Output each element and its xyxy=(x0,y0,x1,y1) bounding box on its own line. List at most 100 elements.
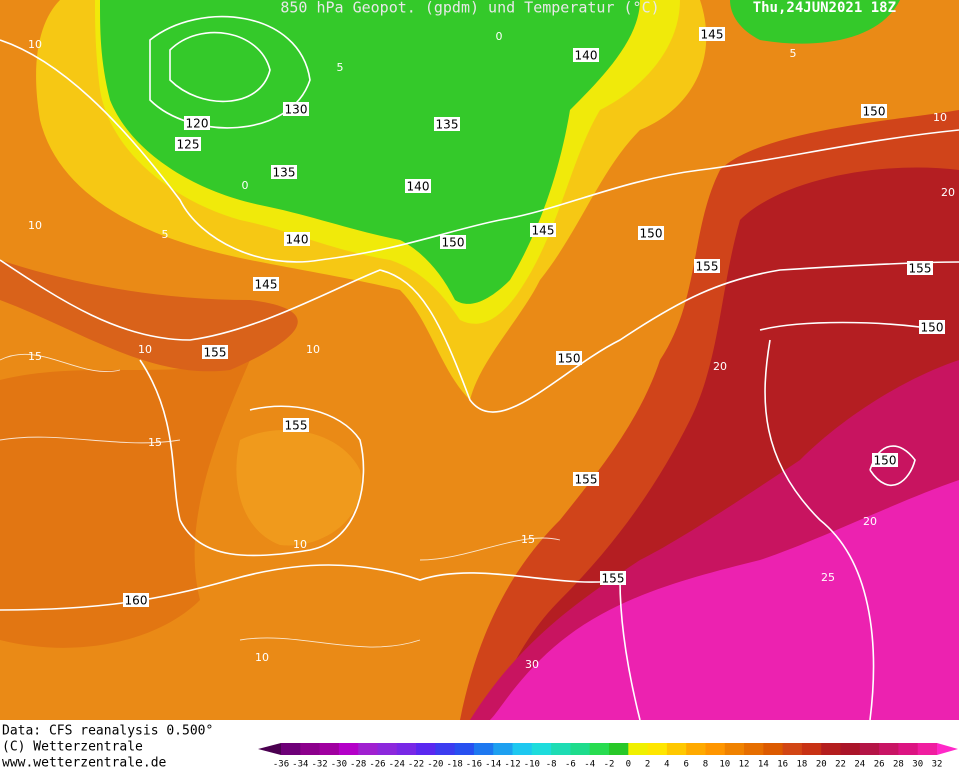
colorbar-label: -10 xyxy=(524,760,540,770)
label-box xyxy=(872,453,898,467)
colorbar-box xyxy=(493,743,514,755)
colorbar-box xyxy=(531,743,552,755)
geopotential-label: 155 xyxy=(909,262,932,276)
geopotential-label: 150 xyxy=(442,236,465,250)
colorbar-label: -6 xyxy=(565,760,576,770)
geopotential-label: 135 xyxy=(436,118,459,132)
label-box xyxy=(600,571,626,585)
temperature-label: 10 xyxy=(933,111,947,124)
colorbar-box xyxy=(666,743,687,755)
geopotential-label: 150 xyxy=(921,321,944,335)
temperature-label: 10 xyxy=(293,538,307,551)
geopotential-label: 150 xyxy=(874,454,897,468)
colorbar-box xyxy=(551,743,571,755)
colorbar-label: -34 xyxy=(292,760,308,770)
colorbar-box xyxy=(473,743,494,755)
colorbar-label: -26 xyxy=(369,760,385,770)
label-box xyxy=(907,261,933,275)
label-box xyxy=(184,116,210,130)
colorbar-label: 2 xyxy=(645,760,650,770)
contour xyxy=(139,359,365,557)
colorbar-box xyxy=(435,743,456,755)
colorbar-label: -18 xyxy=(447,760,463,770)
colorbar-label: -30 xyxy=(331,760,347,770)
colorbar-label: -12 xyxy=(504,760,520,770)
temperature-label: 10 xyxy=(255,651,269,664)
colorbar-box xyxy=(801,743,822,755)
colorbar-label: -2 xyxy=(604,760,615,770)
geopotential-label: 155 xyxy=(285,419,308,433)
colorbar-label: -4 xyxy=(584,760,595,770)
colorbar-label: 22 xyxy=(835,760,846,770)
geopotential-label: 145 xyxy=(532,224,555,238)
colorbar-label: -20 xyxy=(427,760,443,770)
geopotential-label: 140 xyxy=(575,49,598,63)
colorbar-label: -24 xyxy=(389,760,405,770)
label-box xyxy=(271,165,297,179)
contour xyxy=(0,564,641,721)
colorbar-label: -36 xyxy=(273,760,289,770)
label-box xyxy=(573,472,599,486)
colorbar-label: 24 xyxy=(854,760,865,770)
colorbar-label: 4 xyxy=(664,760,669,770)
temperature-label: 20 xyxy=(863,515,877,528)
geopotential-label: 150 xyxy=(863,105,886,119)
colorbar-box xyxy=(724,743,745,755)
colorbar-label: 26 xyxy=(874,760,885,770)
temperature-area xyxy=(236,430,362,546)
label-box xyxy=(283,102,309,116)
geopotential-label: 140 xyxy=(407,180,430,194)
geopotential-label: 120 xyxy=(186,117,209,131)
colorbar-label: -22 xyxy=(408,760,424,770)
colorbar-box xyxy=(898,743,919,755)
label-box xyxy=(175,137,201,151)
colorbar-box xyxy=(763,743,784,755)
temperature-area xyxy=(0,360,250,648)
colorbar-box xyxy=(377,743,398,755)
colorbar-box xyxy=(628,743,649,755)
temperature-area xyxy=(490,480,959,720)
colorbar-end xyxy=(258,743,281,755)
geopotential-label: 155 xyxy=(204,346,227,360)
label-box xyxy=(202,345,228,359)
colorbar-end xyxy=(937,743,958,755)
map-title: 850 hPa Geopot. (gpdm) und Temperatur (°… xyxy=(280,0,659,17)
colorbar-label: 0 xyxy=(626,760,631,770)
contour xyxy=(869,445,916,486)
temperature-label: 10 xyxy=(28,38,42,51)
colorbar-label: 32 xyxy=(932,760,943,770)
geopotential-label: 145 xyxy=(701,28,724,42)
colorbar-label: -8 xyxy=(546,760,557,770)
colorbar-box xyxy=(570,743,591,755)
footer-line: Data: CFS reanalysis 0.500° xyxy=(2,724,213,739)
geopotential-label: 125 xyxy=(177,138,200,152)
colorbar-label: 28 xyxy=(893,760,904,770)
label-box xyxy=(699,27,725,41)
temperature-label: 10 xyxy=(138,343,152,356)
geopotential-label: 145 xyxy=(255,278,278,292)
temperature-label: 0 xyxy=(496,30,503,43)
geopotential-label: 135 xyxy=(273,166,296,180)
colorbar-box xyxy=(744,743,764,755)
temperature-label: 20 xyxy=(941,186,955,199)
temperature-label: 0 xyxy=(242,179,249,192)
colorbar-box xyxy=(859,743,880,755)
colorbar-box xyxy=(821,743,842,755)
label-box xyxy=(919,320,945,334)
label-box xyxy=(694,259,720,273)
colorbar-box xyxy=(917,743,938,755)
colorbar-box xyxy=(879,743,899,755)
footer-line: (C) Wetterzentrale xyxy=(2,740,143,755)
colorbar-box xyxy=(686,743,706,755)
colorbar-label: -32 xyxy=(311,760,327,770)
colorbar-box xyxy=(358,743,378,755)
label-box xyxy=(440,235,466,249)
colorbar-box xyxy=(840,743,861,755)
temperature-area xyxy=(100,0,640,304)
temperature-label: 20 xyxy=(713,360,727,373)
geopotential-label: 130 xyxy=(285,103,308,117)
colorbar-box xyxy=(512,743,533,755)
